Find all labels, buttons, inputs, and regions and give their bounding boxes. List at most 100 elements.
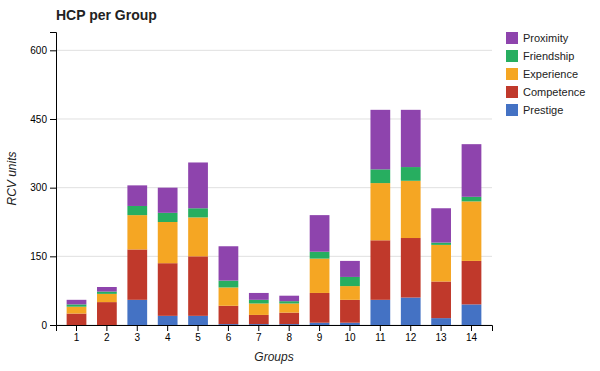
x-tick-label: 8 bbox=[286, 332, 292, 343]
x-tick-mark bbox=[167, 325, 168, 331]
grid-line bbox=[56, 187, 492, 188]
legend-swatch bbox=[506, 68, 518, 80]
bar bbox=[127, 249, 147, 299]
bar bbox=[67, 300, 87, 305]
legend-swatch bbox=[506, 86, 518, 98]
x-tick-label: 4 bbox=[165, 332, 171, 343]
legend-label: Prestige bbox=[523, 104, 563, 116]
grid bbox=[56, 50, 492, 325]
x-tick-mark bbox=[441, 325, 442, 331]
bar bbox=[67, 314, 87, 325]
x-axis-label: Groups bbox=[254, 350, 293, 364]
bar bbox=[158, 213, 178, 222]
x-tick-mark bbox=[198, 325, 199, 331]
bar bbox=[310, 252, 330, 259]
bar bbox=[219, 287, 239, 305]
x-tick-label: 2 bbox=[104, 332, 110, 343]
bar bbox=[310, 259, 330, 293]
y-tick-label: 300 bbox=[30, 182, 47, 193]
bar bbox=[401, 238, 421, 298]
bar bbox=[340, 323, 360, 325]
bar bbox=[310, 215, 330, 252]
x-tick-label: 3 bbox=[134, 332, 140, 343]
bar bbox=[158, 316, 178, 325]
legend-label: Experience bbox=[523, 68, 578, 80]
x-tick-mark bbox=[410, 325, 411, 331]
legend-item: Proximity bbox=[506, 32, 569, 44]
y-axis-line bbox=[50, 33, 57, 326]
bar bbox=[219, 281, 239, 288]
bar bbox=[249, 300, 269, 304]
chart: 12345678910111213140150300450600HCP per … bbox=[0, 0, 600, 371]
bar bbox=[188, 256, 208, 316]
bar bbox=[97, 292, 117, 294]
y-tick-mark bbox=[50, 119, 56, 120]
grid-line bbox=[56, 118, 492, 119]
x-tick-mark bbox=[258, 325, 259, 331]
x-tick: 1 bbox=[74, 325, 80, 343]
y-tick: 300 bbox=[30, 182, 56, 193]
bar bbox=[279, 301, 299, 303]
y-tick-mark bbox=[50, 50, 56, 51]
x-tick: 7 bbox=[256, 325, 262, 343]
y-tick-mark bbox=[50, 256, 56, 257]
bar bbox=[97, 294, 117, 302]
x-tick-label: 9 bbox=[317, 332, 323, 343]
y-tick-label: 450 bbox=[30, 114, 47, 125]
bar bbox=[462, 261, 482, 304]
plot-area: 12345678910111213140150300450600 bbox=[30, 33, 492, 344]
x-tick: 6 bbox=[226, 325, 232, 343]
y-tick-label: 600 bbox=[30, 45, 47, 56]
x-axis: 1234567891011121314 bbox=[57, 325, 493, 343]
bar bbox=[249, 293, 269, 300]
bar bbox=[158, 263, 178, 316]
legend-swatch bbox=[506, 104, 518, 116]
bar bbox=[431, 243, 451, 245]
bar bbox=[431, 282, 451, 319]
bar bbox=[401, 110, 421, 167]
x-tick: 2 bbox=[104, 325, 110, 343]
bar bbox=[462, 197, 482, 202]
bar bbox=[127, 215, 147, 249]
bar bbox=[279, 303, 299, 312]
x-tick-mark bbox=[380, 325, 381, 331]
x-tick-label: 7 bbox=[256, 332, 262, 343]
bar bbox=[370, 110, 390, 170]
x-tick-mark bbox=[137, 325, 138, 331]
x-tick-mark bbox=[76, 325, 77, 331]
x-tick-label: 5 bbox=[195, 332, 201, 343]
x-tick: 12 bbox=[405, 325, 417, 343]
y-tick-label: 0 bbox=[41, 320, 47, 331]
bar bbox=[188, 162, 208, 208]
bar bbox=[370, 300, 390, 325]
legend: ProximityFriendshipExperienceCompetenceP… bbox=[506, 32, 585, 116]
y-tick: 600 bbox=[30, 45, 56, 56]
legend-label: Proximity bbox=[523, 32, 569, 44]
y-tick: 150 bbox=[30, 251, 56, 262]
bar bbox=[370, 183, 390, 240]
bar bbox=[462, 304, 482, 325]
bar bbox=[219, 306, 239, 324]
bar bbox=[127, 300, 147, 325]
y-tick-label: 150 bbox=[30, 251, 47, 262]
x-tick-label: 10 bbox=[344, 332, 356, 343]
legend-swatch bbox=[506, 32, 518, 44]
bars bbox=[67, 110, 482, 325]
x-tick-mark bbox=[228, 325, 229, 331]
x-tick-label: 1 bbox=[74, 332, 80, 343]
bar bbox=[310, 323, 330, 325]
x-tick: 4 bbox=[165, 325, 171, 343]
legend-swatch bbox=[506, 50, 518, 62]
x-tick-mark bbox=[289, 325, 290, 331]
bar bbox=[401, 167, 421, 181]
bar bbox=[279, 313, 299, 324]
bar-series bbox=[67, 110, 482, 305]
y-axis: 0 150 300 450 600 bbox=[30, 33, 56, 331]
bar-series bbox=[67, 167, 482, 307]
legend-item: Experience bbox=[506, 68, 578, 80]
x-tick-label: 6 bbox=[226, 332, 232, 343]
bar bbox=[462, 144, 482, 197]
bar bbox=[67, 307, 87, 314]
bar bbox=[431, 245, 451, 282]
bar bbox=[127, 206, 147, 215]
